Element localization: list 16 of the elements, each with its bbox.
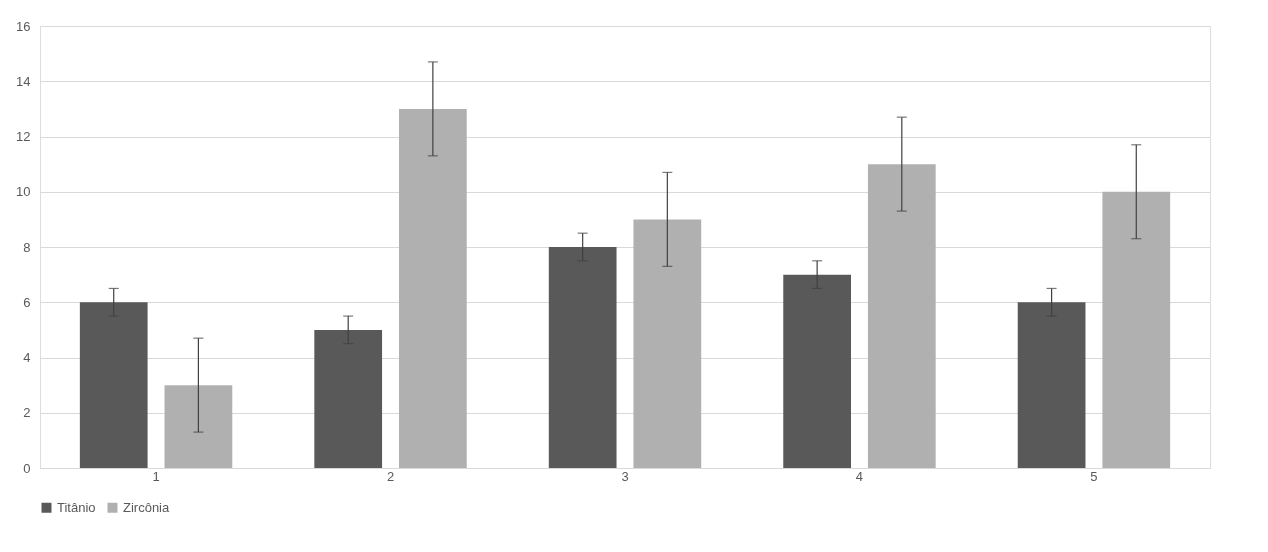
x-tick-label: 3: [621, 468, 629, 484]
y-tick-label: 0: [23, 460, 31, 476]
x-tick-label: 5: [1090, 468, 1098, 484]
x-tick-label: 4: [855, 468, 864, 484]
legend-label: Zircônia: [123, 499, 171, 515]
y-tick-label: 12: [16, 129, 31, 144]
x-tick-label: 1: [152, 468, 160, 484]
y-tick-label: 10: [16, 184, 31, 200]
y-tick-label: 2: [23, 405, 31, 421]
y-tick-label: 6: [23, 294, 31, 310]
legend-label: Titânio: [57, 499, 96, 515]
y-tick-label: 16: [16, 18, 31, 34]
x-tick-label: 2: [386, 468, 395, 484]
y-tick-label: 4: [23, 350, 31, 365]
y-tick-label: 14: [16, 73, 31, 89]
y-tick-label: 8: [23, 239, 31, 255]
